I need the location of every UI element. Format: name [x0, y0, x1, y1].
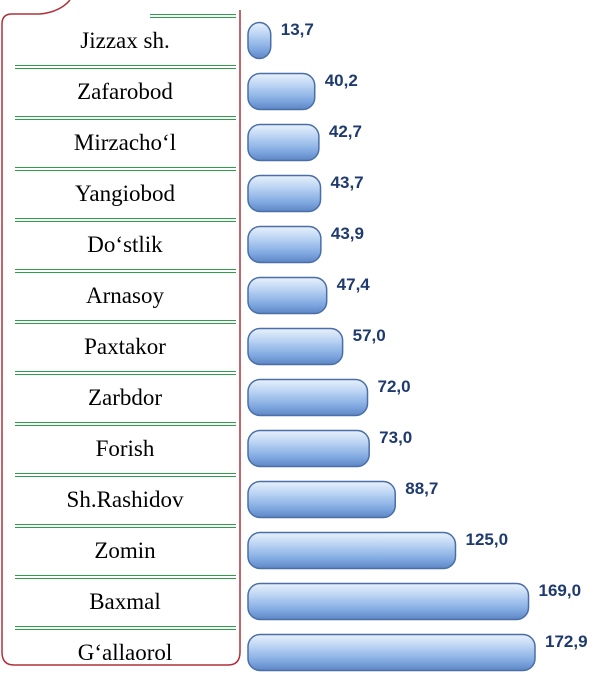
value-label: 13,7 [281, 20, 314, 39]
bar [247, 21, 272, 60]
bar [247, 327, 344, 366]
category-label: Do‘stlik [87, 232, 163, 257]
value-label: 42,7 [329, 122, 362, 141]
bar [247, 174, 322, 213]
category-label: Mirzacho‘l [74, 130, 176, 155]
value-label: 57,0 [353, 326, 386, 345]
value-label: 88,7 [405, 479, 438, 498]
category-label: Forish [96, 436, 155, 461]
category-label: Baxmal [89, 589, 161, 614]
category-label: Paxtakor [84, 334, 166, 359]
bar [247, 429, 370, 468]
bar [247, 378, 369, 417]
bar [247, 225, 322, 264]
panel-border [1, 0, 241, 666]
value-label: 40,2 [325, 71, 358, 90]
bar [247, 72, 316, 111]
category-label: Sh.Rashidov [67, 487, 184, 512]
value-label: 47,4 [337, 275, 371, 294]
category-label: Jizzax sh. [80, 28, 169, 53]
value-label: 125,0 [465, 530, 508, 549]
category-label: Zomin [94, 538, 156, 563]
bar [247, 123, 320, 162]
value-label: 43,7 [331, 173, 364, 192]
value-label: 73,0 [379, 428, 412, 447]
category-label: Zafarobod [77, 79, 173, 104]
bar [247, 531, 457, 570]
bar [247, 480, 396, 519]
value-label: 43,9 [331, 224, 364, 243]
category-label: Arnasoy [86, 283, 164, 308]
bar [247, 276, 328, 315]
category-label: G‘allaorol [78, 640, 173, 665]
category-label: Zarbdor [88, 385, 162, 410]
bar [247, 582, 530, 621]
bar [247, 633, 536, 672]
value-label: 72,0 [378, 377, 411, 396]
category-label: Yangiobod [75, 181, 175, 206]
value-label: 169,0 [539, 581, 582, 600]
value-label: 172,9 [545, 632, 588, 651]
